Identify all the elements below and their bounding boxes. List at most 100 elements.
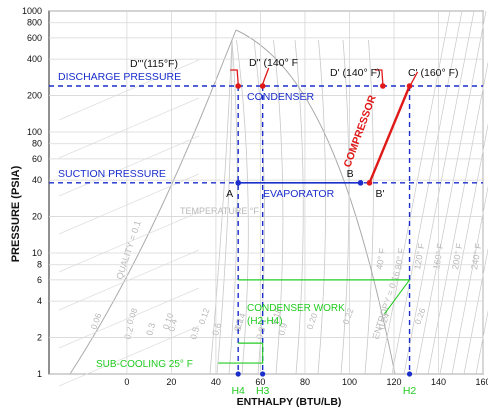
x-tick-label: 20 — [166, 377, 176, 387]
y-tick-label: 400 — [27, 54, 42, 64]
quality-value-label: 0.4 — [166, 318, 179, 333]
quality-value-label: 0.3 — [144, 322, 157, 337]
quality-curve — [216, 39, 233, 375]
y-tick-label: 600 — [27, 33, 42, 43]
h4-label: H4 — [231, 385, 245, 397]
quality-value-label: 0.9 — [276, 322, 289, 337]
enthalpy-axis-point — [235, 371, 241, 377]
y-tick-label: 800 — [27, 18, 42, 28]
condenser-work-leader — [384, 279, 410, 315]
refrigeration-cycle — [49, 67, 483, 377]
cycle-point — [380, 83, 386, 89]
condenser-work-label: CONDENSER WORK — [247, 303, 345, 314]
condenser-label: CONDENSER — [247, 91, 315, 103]
evaporator-label: EVAPORATOR — [263, 188, 335, 200]
quality-value-label: 0.7 — [232, 318, 245, 333]
cycle-point — [235, 180, 241, 186]
plot-frame — [48, 10, 484, 375]
y-tick-label: 80 — [32, 139, 42, 149]
d-triple-prime-leader — [230, 69, 239, 85]
quality-curve — [340, 39, 350, 375]
x-tick-label: 80 — [300, 377, 310, 387]
h2-label: H2 — [403, 385, 417, 397]
entropy-curve — [403, 10, 475, 375]
temperature-curve — [58, 211, 200, 273]
cycle-point — [366, 180, 373, 186]
y-axis-label: PRESSURE (PSIA) — [10, 165, 22, 262]
point-label-b-prime: B' — [375, 188, 384, 200]
point-label-d-triple-prime: D'''(115°F) — [130, 58, 178, 70]
cycle-point — [235, 83, 241, 89]
quality-curve — [364, 39, 374, 375]
temperature-curve — [58, 135, 200, 197]
y-tick-label: 1 — [37, 369, 42, 379]
y-tick-label: 10 — [32, 248, 42, 258]
suction-pressure-label: SUCTION PRESSURE — [58, 168, 166, 180]
point-label-a: A — [226, 188, 233, 200]
quality-curve — [236, 39, 249, 375]
quality-value-label: 0.6 — [210, 322, 223, 337]
point-label-c-prime: C' (160° F) — [408, 67, 459, 79]
h3-label: H3 — [256, 385, 270, 397]
entropy-curve — [391, 10, 463, 375]
enthalpy-axis-point — [406, 371, 413, 377]
sub-cooling-leader — [218, 343, 264, 364]
y-tick-label: 1000 — [22, 6, 42, 16]
quality-value-label: 0.5 — [188, 326, 201, 341]
cycle-point — [406, 83, 413, 89]
temperature-curve — [58, 287, 200, 349]
enthalpy-axis-point — [260, 371, 266, 377]
c-prime-leader — [409, 71, 419, 86]
chart-axes: PRESSURE (PSIA) ENTHALPY (BTU/LB) 0 20 40 6… — [10, 6, 488, 408]
entropy-curve — [427, 61, 488, 375]
quality-curve — [273, 39, 284, 375]
y-tick-label: 200 — [27, 91, 42, 101]
saturated-vapor-curve — [235, 29, 396, 375]
saturated-liquid-curve — [69, 29, 237, 375]
temperature-value-label: 200° F — [450, 242, 465, 270]
y-tick-label: 6 — [37, 275, 42, 285]
condenser-work-formula-label: (H2-H4) — [247, 316, 283, 327]
temperature-label: TEMPERATURE °F — [180, 206, 259, 216]
y-tick-label: 40 — [32, 175, 42, 185]
quality-curve — [317, 39, 327, 375]
cycle-point — [259, 83, 266, 89]
cycle-point — [357, 180, 364, 186]
y-tick-label: 8 — [37, 260, 42, 270]
temperature-value-label: 120° F — [412, 242, 427, 270]
entropy-curve — [463, 247, 488, 375]
x-tick-label: 120 — [386, 377, 401, 387]
entropy-curve — [439, 123, 488, 375]
entropy-curve — [415, 10, 487, 375]
temperature-value-label: 240° F — [469, 242, 484, 270]
x-tick-label: 160 — [475, 377, 488, 387]
y-tick-label: 60 — [32, 154, 42, 164]
quality-curve — [253, 39, 266, 375]
y-tick-label: 100 — [27, 127, 42, 137]
point-label-d-double-prime: D'' (140° F — [249, 57, 298, 69]
x-tick-label: 100 — [342, 377, 357, 387]
quality-curve — [228, 39, 238, 375]
x-axis-label: ENTHALPY (BTU/LB) — [237, 396, 342, 408]
y-tick-label: 2 — [37, 333, 42, 343]
quality-value-label: 0.2 — [122, 326, 135, 341]
y-tick-label: 4 — [37, 296, 42, 306]
quality-curve — [209, 39, 233, 375]
sub-cooling-label: SUB-COOLING 25° F — [96, 359, 193, 370]
temperature-curve — [58, 325, 200, 387]
temperature-curve — [58, 173, 200, 235]
point-label-d-prime: D' (140° F) — [330, 67, 381, 79]
y-tick-label: 20 — [32, 212, 42, 222]
x-tick-label: 140 — [431, 377, 446, 387]
discharge-pressure-label: DISCHARGE PRESSURE — [58, 71, 181, 83]
x-tick-label: 0 — [124, 377, 129, 387]
x-tick-label: 40 — [211, 377, 221, 387]
x-tick-label: 60 — [255, 377, 265, 387]
d-double-prime-leader — [262, 67, 270, 85]
d-prime-leader — [374, 69, 384, 85]
temperature-curve — [58, 59, 200, 121]
temperature-curve — [58, 97, 200, 159]
compressor-line — [368, 85, 411, 184]
